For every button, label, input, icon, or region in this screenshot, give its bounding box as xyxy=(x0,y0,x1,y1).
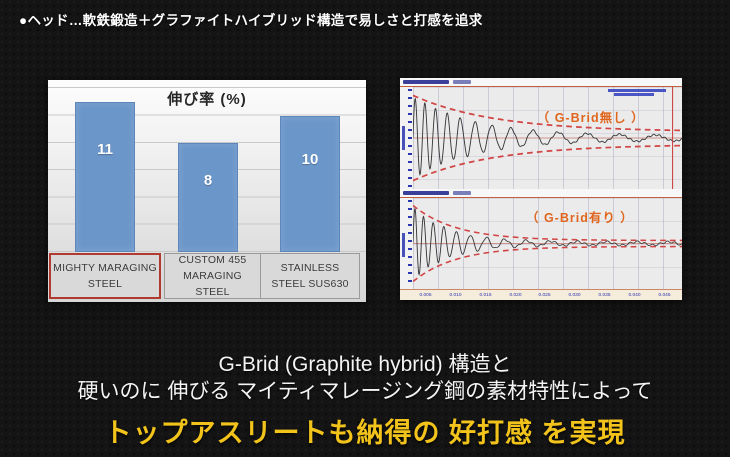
bar-category-labels: MIGHTY MARAGING STEEL CUSTOM 455 MARAGIN… xyxy=(48,252,366,302)
bar-stainless-steel-sus630: 10 xyxy=(280,115,340,252)
caption-line-1: G-Brid (Graphite hybrid) 構造と xyxy=(218,353,512,376)
x-axis-tick-label: 0.045 xyxy=(658,292,671,298)
y-axis-ticks xyxy=(408,200,412,287)
illegible-meta-text xyxy=(453,191,471,195)
bar-value-label: 10 xyxy=(301,151,319,169)
y-axis-label xyxy=(402,232,405,257)
elongation-bar-chart: 伸び率 (%) 11 8 10 MIGHTY MARAGING STEEL CU… xyxy=(48,80,366,302)
bar-custom-455-maraging-steel: 8 xyxy=(178,142,238,252)
category-label: STAINLESS STEEL SUS630 xyxy=(260,253,360,299)
bar-mighty-maraging-steel: 11 xyxy=(75,101,135,252)
illegible-meta-text xyxy=(403,80,449,84)
annotation-gbrid-none: （ G-Brid無し ） xyxy=(536,111,645,125)
y-axis xyxy=(400,87,413,189)
waveform-plot-with-gbrid: （ G-Brid有り ） xyxy=(413,198,682,289)
x-axis-tick-label: 0.030 xyxy=(568,292,581,298)
bar-chart-plot-area: 伸び率 (%) 11 8 10 xyxy=(48,80,366,252)
y-axis xyxy=(400,198,413,289)
bar-value-label: 8 xyxy=(203,171,213,189)
x-axis-tick-label: 0.005 xyxy=(419,292,432,298)
category-label-text: CUSTOM 455 MARAGING STEEL xyxy=(178,253,247,299)
slide-header-text: ●ヘッド…軟鉄鍛造＋グラファイトハイブリッド構造で易しさと打感を追求 xyxy=(19,13,483,28)
illegible-meta-text xyxy=(608,89,666,92)
x-axis-tick-label: 0.035 xyxy=(598,292,611,298)
waveform-svg xyxy=(413,87,682,189)
waveform-svg xyxy=(413,204,682,283)
vibration-charts-panel: （ G-Brid無し ） （ G-Brid有り ） 0.005 0.010 0.01… xyxy=(400,78,682,300)
x-axis-tick-label: 0.040 xyxy=(628,292,641,298)
y-axis-ticks xyxy=(408,89,412,187)
illegible-meta-text xyxy=(614,93,654,96)
illegible-meta-text xyxy=(453,80,471,84)
waveform-plot-no-gbrid: （ G-Brid無し ） xyxy=(413,87,682,189)
vibration-chart-with-gbrid: （ G-Brid有り ） 0.005 0.010 0.015 0.020 0.025 0.… xyxy=(400,189,682,300)
x-axis-tick-label: 0.020 xyxy=(509,292,522,298)
caption-block: G-Brid (Graphite hybrid) 構造と 硬いのに 伸びる マイ… xyxy=(0,351,730,450)
category-label-text: MIGHTY MARAGING STEEL xyxy=(53,261,157,290)
chart-titlebar xyxy=(400,189,682,198)
chart-titlebar xyxy=(400,78,682,87)
vibration-chart-without-gbrid: （ G-Brid無し ） xyxy=(400,78,682,189)
y-axis-label xyxy=(402,125,405,150)
x-axis-tick-label: 0.015 xyxy=(479,292,492,298)
category-label-highlighted: MIGHTY MARAGING STEEL xyxy=(49,253,161,299)
x-axis-tick-label: 0.010 xyxy=(449,292,462,298)
category-label-text: STAINLESS STEEL SUS630 xyxy=(271,261,349,290)
caption-highlight: トップアスリートも納得の 好打感 を実現 xyxy=(104,418,626,448)
caption-line-2: 硬いのに 伸びる マイティマレージング鋼の素材特性によって xyxy=(77,380,653,403)
x-axis-tick-label: 0.025 xyxy=(538,292,551,298)
x-axis-tick-labels: 0.005 0.010 0.015 0.020 0.025 0.030 0.035 0.040… xyxy=(400,289,682,300)
bar-value-label: 11 xyxy=(97,141,113,159)
category-label: CUSTOM 455 MARAGING STEEL xyxy=(164,253,260,299)
bar-chart-title: 伸び率 (%) xyxy=(167,91,247,108)
illegible-meta-text xyxy=(403,191,449,195)
annotation-gbrid-present: （ G-Brid有り ） xyxy=(525,211,634,225)
